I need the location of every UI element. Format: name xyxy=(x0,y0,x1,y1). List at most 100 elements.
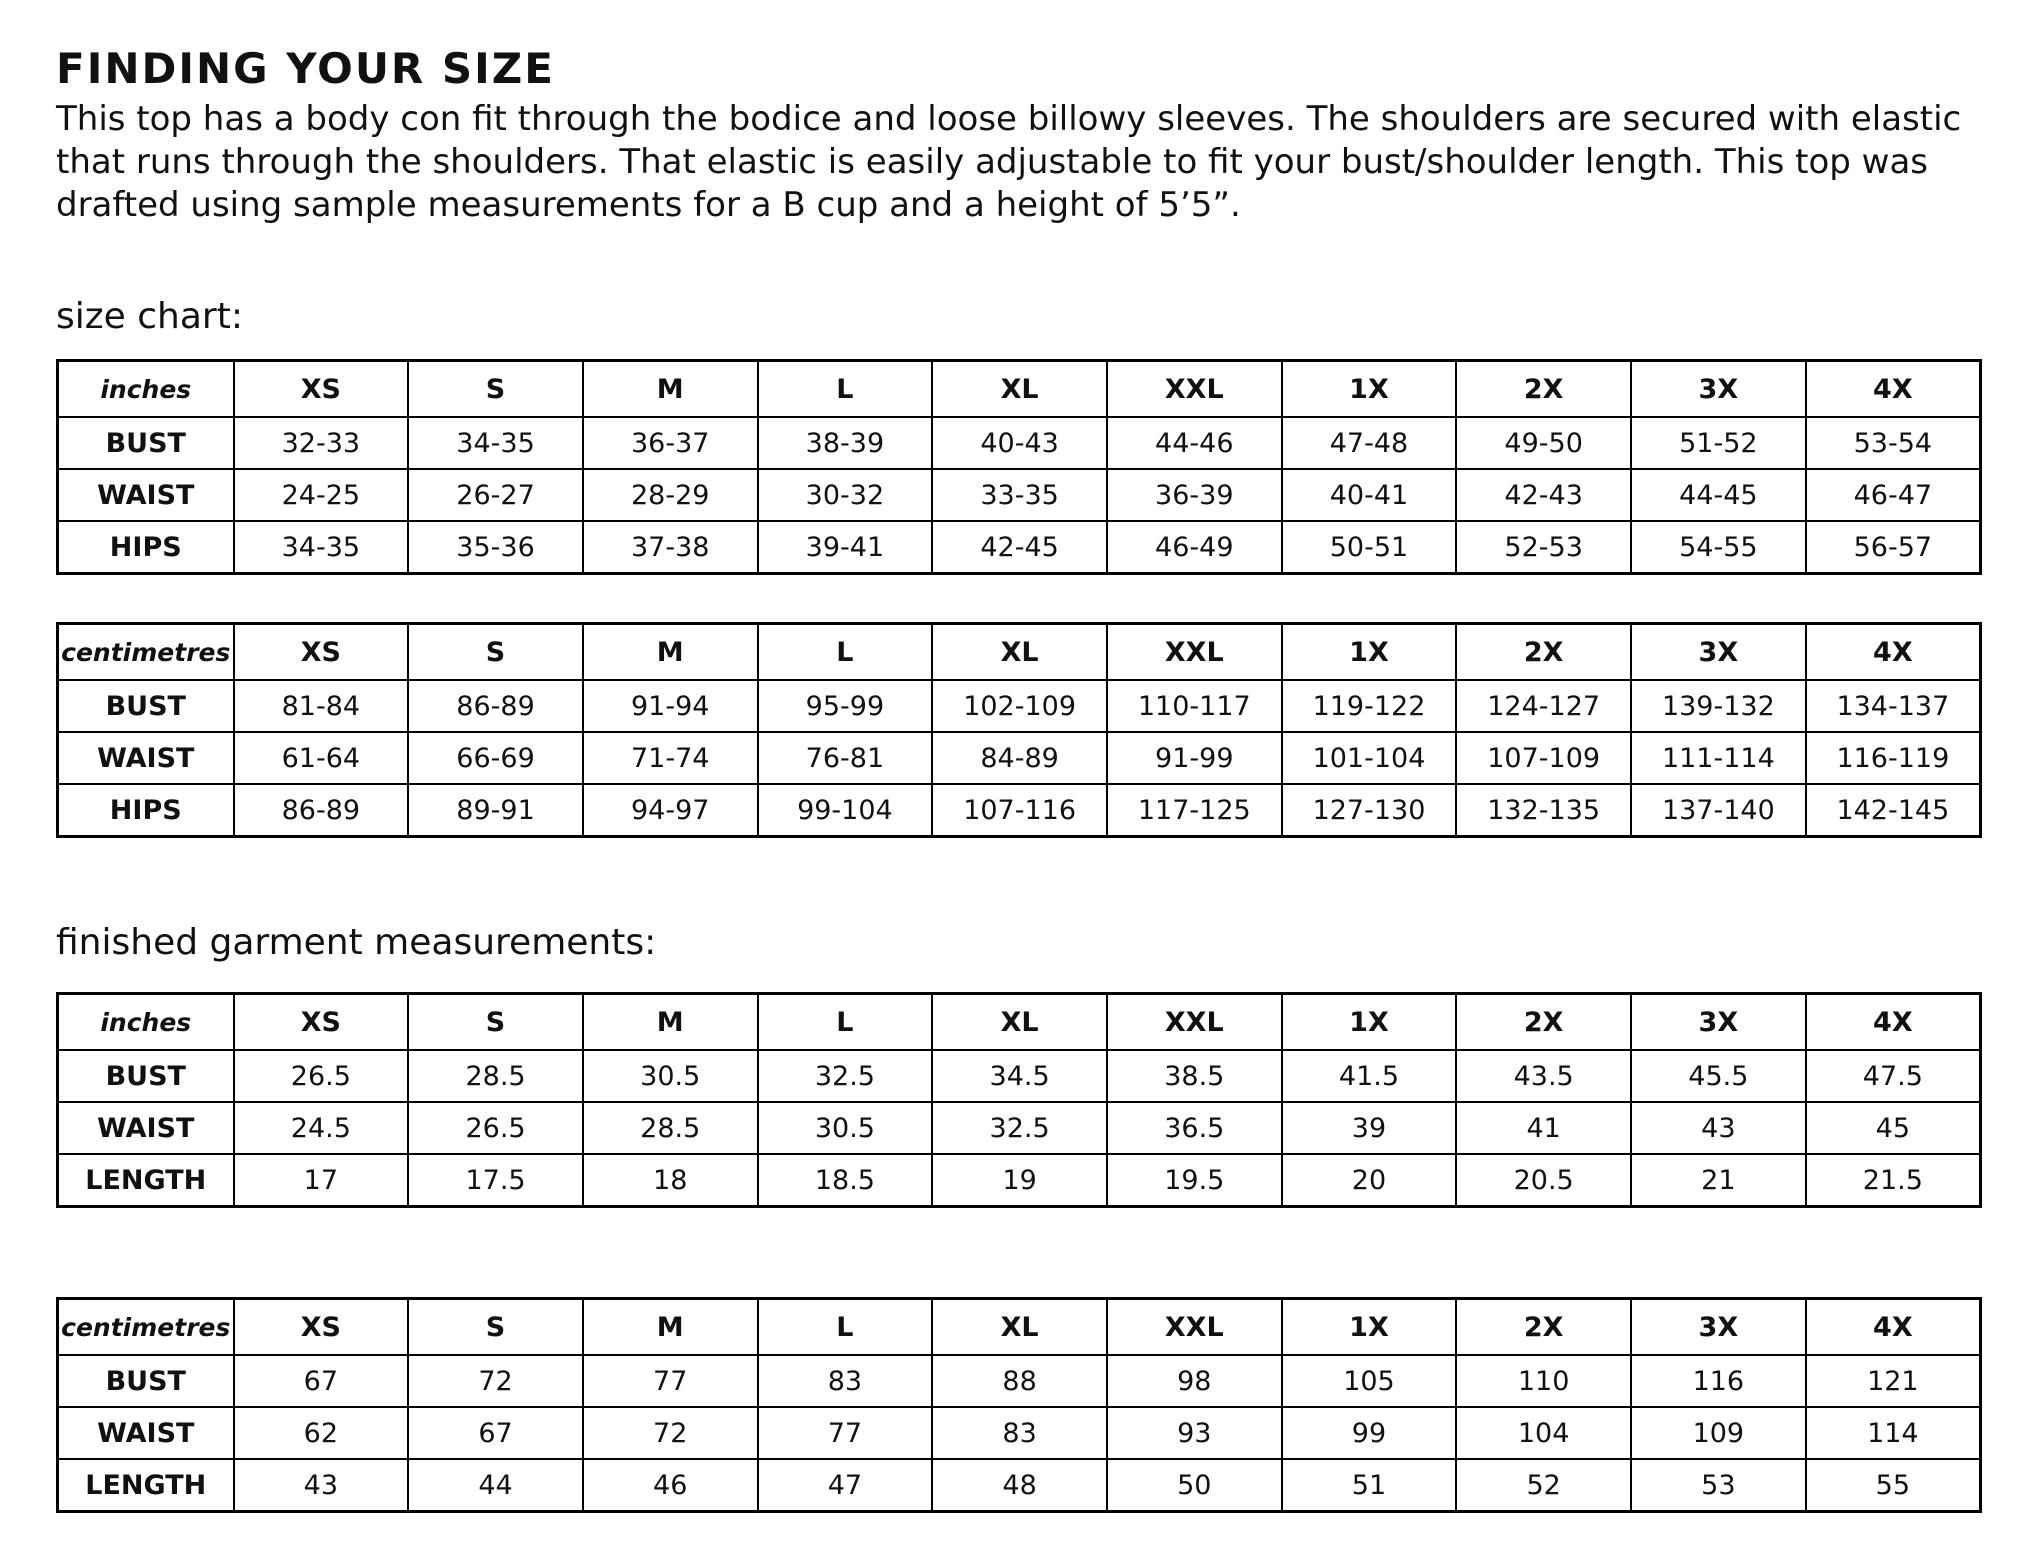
measurement-cell: 101-104 xyxy=(1280,731,1458,785)
row-label: WAIST xyxy=(56,468,235,522)
header-row: inches XS S M L XL XXL 1X 2X 3X 4X xyxy=(56,359,1982,418)
measurement-cell: 93 xyxy=(1105,1406,1283,1460)
measurement-cell: 83 xyxy=(756,1354,934,1408)
measurement-cell: 20.5 xyxy=(1455,1153,1632,1208)
size-header: 2X xyxy=(1455,1297,1632,1356)
measurement-cell: 42-45 xyxy=(931,520,1108,575)
measurement-cell: 17.5 xyxy=(407,1153,584,1208)
size-header: 2X xyxy=(1455,359,1632,418)
header-row: inches XS S M L XL XXL 1X 2X 3X 4X xyxy=(56,992,1982,1051)
row-label: WAIST xyxy=(56,1406,235,1460)
table-row: WAIST 61-64 66-69 71-74 76-81 84-89 91-99 101-1… xyxy=(56,731,1982,785)
measurement-cell: 99 xyxy=(1280,1406,1458,1460)
measurement-cell: 94-97 xyxy=(581,783,759,838)
measurement-cell: 38-39 xyxy=(756,416,934,470)
row-label: LENGTH xyxy=(56,1458,235,1513)
measurement-cell: 61-64 xyxy=(232,731,410,785)
measurement-cell: 38.5 xyxy=(1105,1049,1283,1103)
size-header: XXL xyxy=(1105,1297,1283,1356)
measurement-cell: 39 xyxy=(1280,1101,1458,1155)
row-label: LENGTH xyxy=(56,1153,235,1208)
measurement-cell: 102-109 xyxy=(931,679,1108,733)
measurement-cell: 47 xyxy=(756,1458,934,1513)
measurement-cell: 20 xyxy=(1280,1153,1458,1208)
measurement-cell: 110-117 xyxy=(1105,679,1283,733)
size-header: S xyxy=(407,992,584,1051)
measurement-cell: 86-89 xyxy=(232,783,410,838)
measurement-cell: 46-49 xyxy=(1105,520,1283,575)
row-label: BUST xyxy=(56,679,235,733)
size-header: 2X xyxy=(1455,992,1632,1051)
measurement-cell: 88 xyxy=(931,1354,1108,1408)
measurement-cell: 116-119 xyxy=(1804,731,1982,785)
measurement-cell: 45 xyxy=(1804,1101,1982,1155)
size-header: XL xyxy=(931,622,1108,681)
measurement-cell: 124-127 xyxy=(1455,679,1632,733)
measurement-cell: 132-135 xyxy=(1455,783,1632,838)
row-label: WAIST xyxy=(56,1101,235,1155)
size-header: XS xyxy=(232,992,410,1051)
table-row: HIPS 34-35 35-36 37-38 39-41 42-45 46-49 50-51 5… xyxy=(56,520,1982,575)
measurement-cell: 52-53 xyxy=(1455,520,1632,575)
measurement-cell: 18.5 xyxy=(756,1153,934,1208)
measurement-cell: 67 xyxy=(407,1406,584,1460)
measurement-cell: 50 xyxy=(1105,1458,1283,1513)
size-header: XXL xyxy=(1105,359,1283,418)
measurement-cell: 53 xyxy=(1630,1458,1807,1513)
table-row: BUST 26.5 28.5 30.5 32.5 34.5 38.5 41.5 43.5 45.5… xyxy=(56,1049,1982,1103)
measurement-cell: 40-41 xyxy=(1280,468,1458,522)
measurement-cell: 43.5 xyxy=(1455,1049,1632,1103)
measurement-cell: 89-91 xyxy=(407,783,584,838)
measurement-cell: 107-116 xyxy=(931,783,1108,838)
measurement-cell: 114 xyxy=(1804,1406,1982,1460)
size-header: 1X xyxy=(1280,359,1458,418)
measurement-cell: 34.5 xyxy=(931,1049,1108,1103)
size-header: XL xyxy=(931,1297,1108,1356)
row-label: BUST xyxy=(56,1354,235,1408)
measurement-cell: 99-104 xyxy=(756,783,934,838)
measurement-cell: 19 xyxy=(931,1153,1108,1208)
measurement-cell: 127-130 xyxy=(1280,783,1458,838)
measurement-cell: 28.5 xyxy=(407,1049,584,1103)
measurement-cell: 107-109 xyxy=(1455,731,1632,785)
size-header: L xyxy=(756,622,934,681)
size-header: XS xyxy=(232,622,410,681)
measurement-cell: 117-125 xyxy=(1105,783,1283,838)
row-label: BUST xyxy=(56,1049,235,1103)
measurement-cell: 91-94 xyxy=(581,679,759,733)
measurement-cell: 26.5 xyxy=(232,1049,410,1103)
row-label: BUST xyxy=(56,416,235,470)
measurement-cell: 30.5 xyxy=(756,1101,934,1155)
measurement-cell: 110 xyxy=(1455,1354,1632,1408)
size-header: 3X xyxy=(1630,992,1807,1051)
measurement-cell: 77 xyxy=(756,1406,934,1460)
size-header: 1X xyxy=(1280,992,1458,1051)
measurement-cell: 98 xyxy=(1105,1354,1283,1408)
measurement-cell: 105 xyxy=(1280,1354,1458,1408)
measurement-cell: 66-69 xyxy=(407,731,584,785)
row-label: HIPS xyxy=(56,520,235,575)
measurement-cell: 34-35 xyxy=(232,520,410,575)
size-header: 3X xyxy=(1630,1297,1807,1356)
measurement-cell: 134-137 xyxy=(1804,679,1982,733)
measurement-cell: 44-45 xyxy=(1630,468,1807,522)
table-row: BUST 81-84 86-89 91-94 95-99 102-109 110-117 11… xyxy=(56,679,1982,733)
header-row: centimetres XS S M L XL XXL 1X 2X 3X 4X xyxy=(56,1297,1982,1356)
size-header: L xyxy=(756,1297,934,1356)
measurement-cell: 76-81 xyxy=(756,731,934,785)
table-row: LENGTH 17 17.5 18 18.5 19 19.5 20 20.5 21 21.5 xyxy=(56,1153,1982,1208)
measurement-cell: 72 xyxy=(407,1354,584,1408)
measurement-cell: 86-89 xyxy=(407,679,584,733)
measurement-cell: 43 xyxy=(1630,1101,1807,1155)
measurement-cell: 34-35 xyxy=(407,416,584,470)
measurement-cell: 54-55 xyxy=(1630,520,1807,575)
size-header: 4X xyxy=(1804,992,1982,1051)
measurement-cell: 139-132 xyxy=(1630,679,1807,733)
table-row: WAIST 24.5 26.5 28.5 30.5 32.5 36.5 39 41 43 45 xyxy=(56,1101,1982,1155)
table-row: WAIST 62 67 72 77 83 93 99 104 109 114 xyxy=(56,1406,1982,1460)
measurement-cell: 18 xyxy=(581,1153,759,1208)
unit-label: inches xyxy=(56,992,235,1051)
size-header: L xyxy=(756,992,934,1051)
size-header: XXL xyxy=(1105,992,1283,1051)
measurement-cell: 119-122 xyxy=(1280,679,1458,733)
